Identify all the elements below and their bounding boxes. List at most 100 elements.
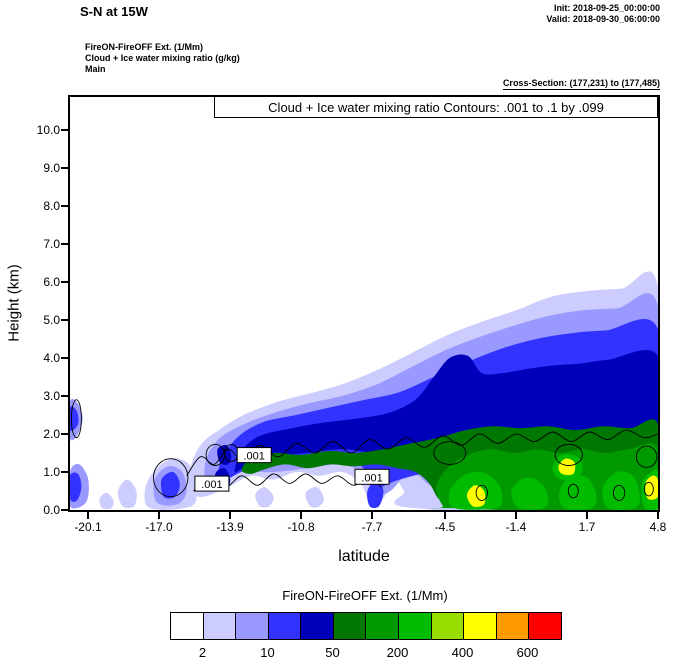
- colorbar: [170, 612, 562, 640]
- contour-label-box: [194, 475, 230, 492]
- contour-line-oval: [153, 458, 189, 498]
- field-line-domain: Main: [85, 64, 106, 74]
- y-tick-mark: [61, 129, 68, 131]
- x-tick-mark: [444, 512, 446, 519]
- contour-fill-region: [558, 458, 576, 476]
- x-tick-mark: [586, 512, 588, 519]
- contour-fill-region: [70, 406, 79, 431]
- colorbar-cell: [528, 613, 561, 639]
- colorbar-cell: [495, 613, 529, 639]
- y-tick-label: 2.0: [43, 427, 60, 441]
- y-tick-mark: [61, 433, 68, 435]
- colorbar-cell: [430, 613, 464, 639]
- y-tick-label: 10.0: [36, 123, 60, 137]
- contour-fill-region: [602, 471, 640, 510]
- colorbar-cell: [171, 613, 203, 639]
- field-line-contour: Cloud + Ice water mixing ratio (g/kg): [85, 53, 240, 63]
- y-tick-mark: [61, 243, 68, 245]
- y-tick-label: 9.0: [43, 161, 60, 175]
- contour-line-oval: [567, 483, 579, 499]
- contour-field: .001 .001 .001: [70, 271, 658, 510]
- x-tick-label: -13.9: [216, 520, 244, 534]
- contour-label-box: [236, 447, 272, 464]
- y-tick-mark: [61, 509, 68, 511]
- colorbar-tick-label: 400: [451, 645, 474, 660]
- contour-fill-region: [70, 472, 82, 502]
- plot-area: .001 .001 .001 Cloud + Ice water mixing ra…: [68, 95, 660, 512]
- x-tick-mark: [229, 512, 231, 519]
- init-valid-block: Init: 2018-09-25_00:00:00 Valid: 2018-09…: [546, 3, 660, 25]
- colorbar-cell: [267, 613, 301, 639]
- y-tick-mark: [61, 205, 68, 207]
- x-tick-label: -10.8: [287, 520, 315, 534]
- x-tick-mark: [87, 512, 89, 519]
- contour-fill-region: [234, 350, 658, 473]
- contour-fill-region: [305, 487, 325, 508]
- colorbar-tick-label: 50: [325, 645, 340, 660]
- y-tick-label: 6.0: [43, 275, 60, 289]
- contour-fill-region: [367, 479, 384, 509]
- x-tick-mark: [158, 512, 160, 519]
- page-title: S-N at 15W: [80, 4, 148, 19]
- y-tick-mark: [61, 281, 68, 283]
- colorbar-tick-label: 10: [260, 645, 275, 660]
- colorbar-cell: [398, 613, 431, 639]
- contour-fill-region: [255, 487, 274, 508]
- y-tick-label: 7.0: [43, 237, 60, 251]
- y-tick-label: 0.0: [43, 503, 60, 517]
- contour-line-oval: [475, 484, 488, 501]
- valid-time: Valid: 2018-09-30_06:00:00: [546, 14, 660, 24]
- x-tick-label: -1.4: [505, 520, 527, 534]
- y-tick-label: 5.0: [43, 313, 60, 327]
- y-tick-label: 3.0: [43, 389, 60, 403]
- init-time: Init: 2018-09-25_00:00:00: [553, 3, 660, 13]
- x-tick-label: 1.7: [578, 520, 596, 534]
- x-axis-title: latitude: [338, 548, 390, 565]
- y-tick-mark: [61, 395, 68, 397]
- y-tick-label: 8.0: [43, 199, 60, 213]
- y-tick-mark: [61, 357, 68, 359]
- y-tick-mark: [61, 471, 68, 473]
- x-tick-label: -17.0: [145, 520, 173, 534]
- colorbar-tick-label: 600: [516, 645, 539, 660]
- contour-line-oval: [635, 445, 658, 468]
- colorbar-cell: [202, 613, 236, 639]
- contour-label: .001: [243, 451, 264, 463]
- contour-line-oval: [554, 443, 583, 466]
- x-tick-label: -20.1: [74, 520, 102, 534]
- contour-label: .001: [201, 479, 222, 491]
- contour-line-oval: [433, 441, 467, 465]
- contour-line-oval: [643, 481, 654, 497]
- contour-fill-region: [511, 477, 549, 510]
- x-tick-label: -4.5: [434, 520, 456, 534]
- y-tick-mark: [61, 319, 68, 321]
- contour-line-oval: [70, 399, 82, 439]
- colorbar-title: FireON-FireOFF Ext. (1/Mm): [282, 588, 448, 603]
- contour-info-banner: Cloud + Ice water mixing ratio Contours:…: [214, 97, 658, 118]
- y-tick-mark: [61, 167, 68, 169]
- colorbar-tick-label: 200: [386, 645, 409, 660]
- x-tick-mark: [371, 512, 373, 519]
- colorbar-cell: [463, 613, 496, 639]
- x-tick-mark: [300, 512, 302, 519]
- x-tick-mark: [515, 512, 517, 519]
- y-tick-label: 1.0: [43, 465, 60, 479]
- x-tick-label: 4.8: [649, 520, 667, 534]
- field-info-block: FireON-FireOFF Ext. (1/Mm) Cloud + Ice w…: [85, 42, 240, 75]
- colorbar-cell: [365, 613, 399, 639]
- colorbar-cell: [300, 613, 333, 639]
- contour-line-oval: [612, 484, 626, 501]
- colorbar-tick-label: 2: [198, 645, 207, 660]
- colorbar-cell: [332, 613, 366, 639]
- colorbar-cell: [235, 613, 268, 639]
- contour-fill-region: [160, 471, 180, 499]
- x-tick-label: -7.7: [361, 520, 383, 534]
- x-tick-mark: [657, 512, 659, 519]
- contour-fill-region: [117, 479, 137, 509]
- contour-fill-region: [99, 492, 114, 510]
- cross-section-label: Cross-Section: (177,231) to (177,485): [502, 78, 660, 90]
- field-line-fill: FireON-FireOFF Ext. (1/Mm): [85, 42, 204, 52]
- y-tick-label: 4.0: [43, 351, 60, 365]
- colorbar-labels: 2 10 50 200 400 600: [170, 645, 560, 661]
